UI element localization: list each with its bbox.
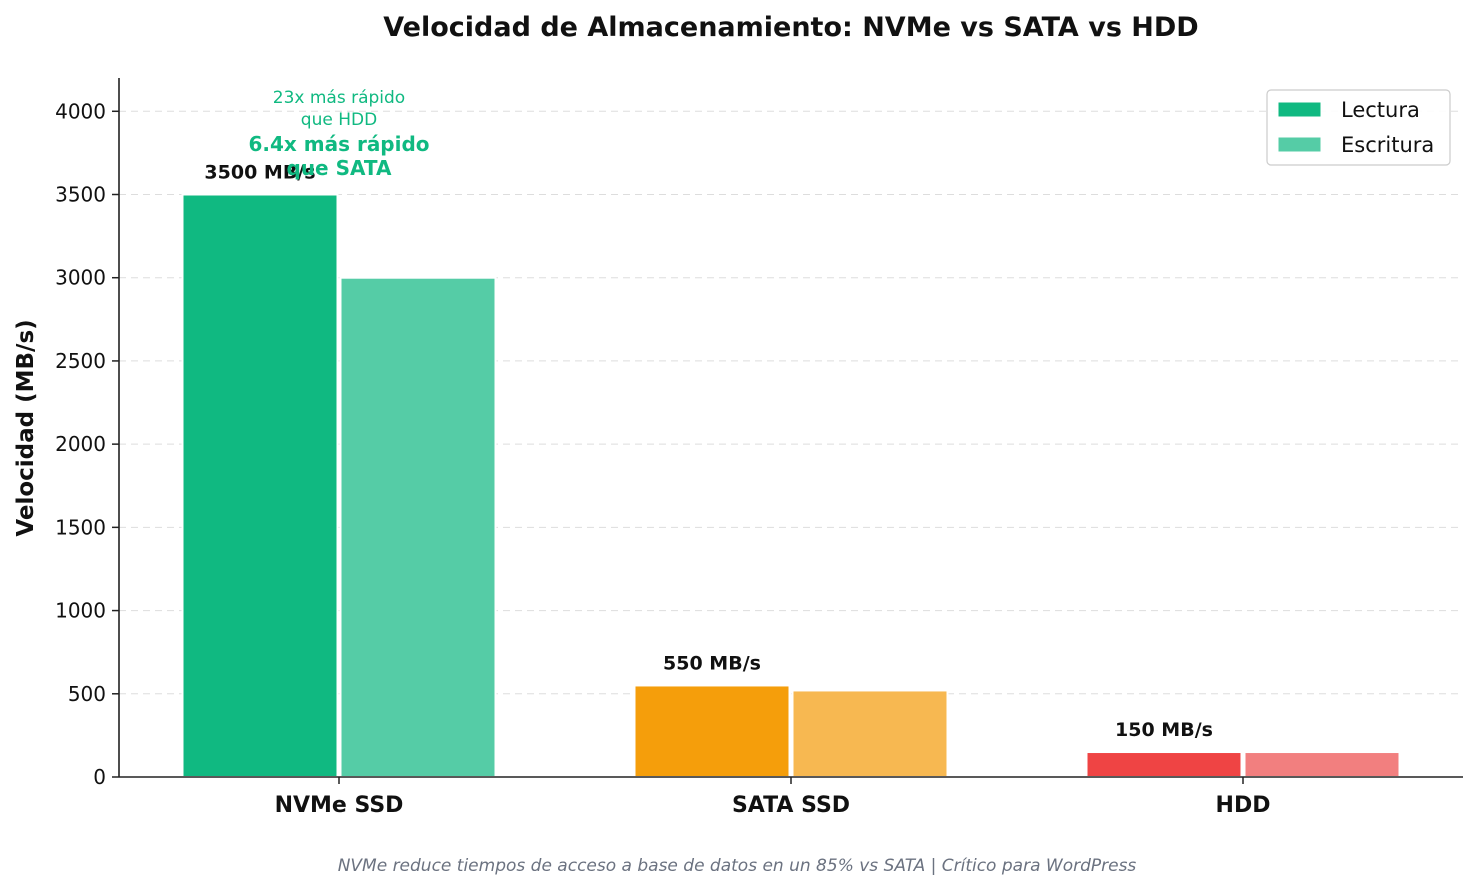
annotation-hdd: 23x más rápido que HDD (273, 88, 405, 130)
x-tick-label: SATA SSD (732, 793, 850, 818)
value-labels: 3500 MB/s 550 MB/s 150 MB/s (204, 162, 1213, 742)
annotation-hdd-line: que HDD (301, 110, 377, 130)
y-tick-label: 1500 (55, 515, 106, 539)
bars (181, 193, 1401, 779)
x-ticks: NVMe SSD SATA SSD HDD (275, 777, 1271, 818)
chart-title: Velocidad de Almacenamiento: NVMe vs SAT… (383, 12, 1198, 43)
bar-lectura (1085, 751, 1243, 778)
bar-lectura (181, 193, 339, 778)
legend-swatch-escritura (1277, 136, 1322, 153)
bar-escritura (339, 276, 497, 778)
x-tick-label: HDD (1216, 793, 1271, 818)
bar-escritura (1243, 751, 1401, 778)
y-tick-label: 1000 (55, 599, 106, 623)
y-tick-label: 2000 (55, 432, 106, 456)
y-tick-label: 3000 (55, 266, 106, 290)
y-ticks: 0 500 1000 1500 2000 2500 3000 3500 4000 (55, 99, 119, 789)
x-tick-label: NVMe SSD (275, 793, 404, 818)
annotation-sata-line: que SATA (287, 156, 393, 180)
y-tick-label: 0 (93, 765, 106, 789)
legend-label-lectura: Lectura (1341, 98, 1420, 122)
legend-swatch-lectura (1277, 101, 1322, 118)
legend: Lectura Escritura (1266, 89, 1451, 166)
y-tick-label: 3500 (55, 183, 106, 207)
bar-lectura (633, 684, 791, 779)
y-tick-label: 4000 (55, 99, 106, 123)
bar-escritura (791, 689, 949, 779)
y-tick-label: 2500 (55, 349, 106, 373)
value-label: 550 MB/s (663, 652, 761, 674)
y-tick-label: 500 (68, 682, 106, 706)
footnote: NVMe reduce tiempos de acceso a base de … (338, 856, 1137, 876)
annotation-sata-line: 6.4x más rápido (248, 132, 429, 156)
y-axis-label: Velocidad (MB/s) (13, 319, 39, 536)
annotation-sata: 6.4x más rápido que SATA (248, 132, 429, 180)
value-label: 150 MB/s (1115, 719, 1213, 741)
legend-label-escritura: Escritura (1341, 133, 1434, 157)
value-label: 3500 MB/s (204, 162, 315, 184)
grid-lines (119, 110, 1463, 695)
annotation-hdd-line: 23x más rápido (273, 88, 405, 108)
